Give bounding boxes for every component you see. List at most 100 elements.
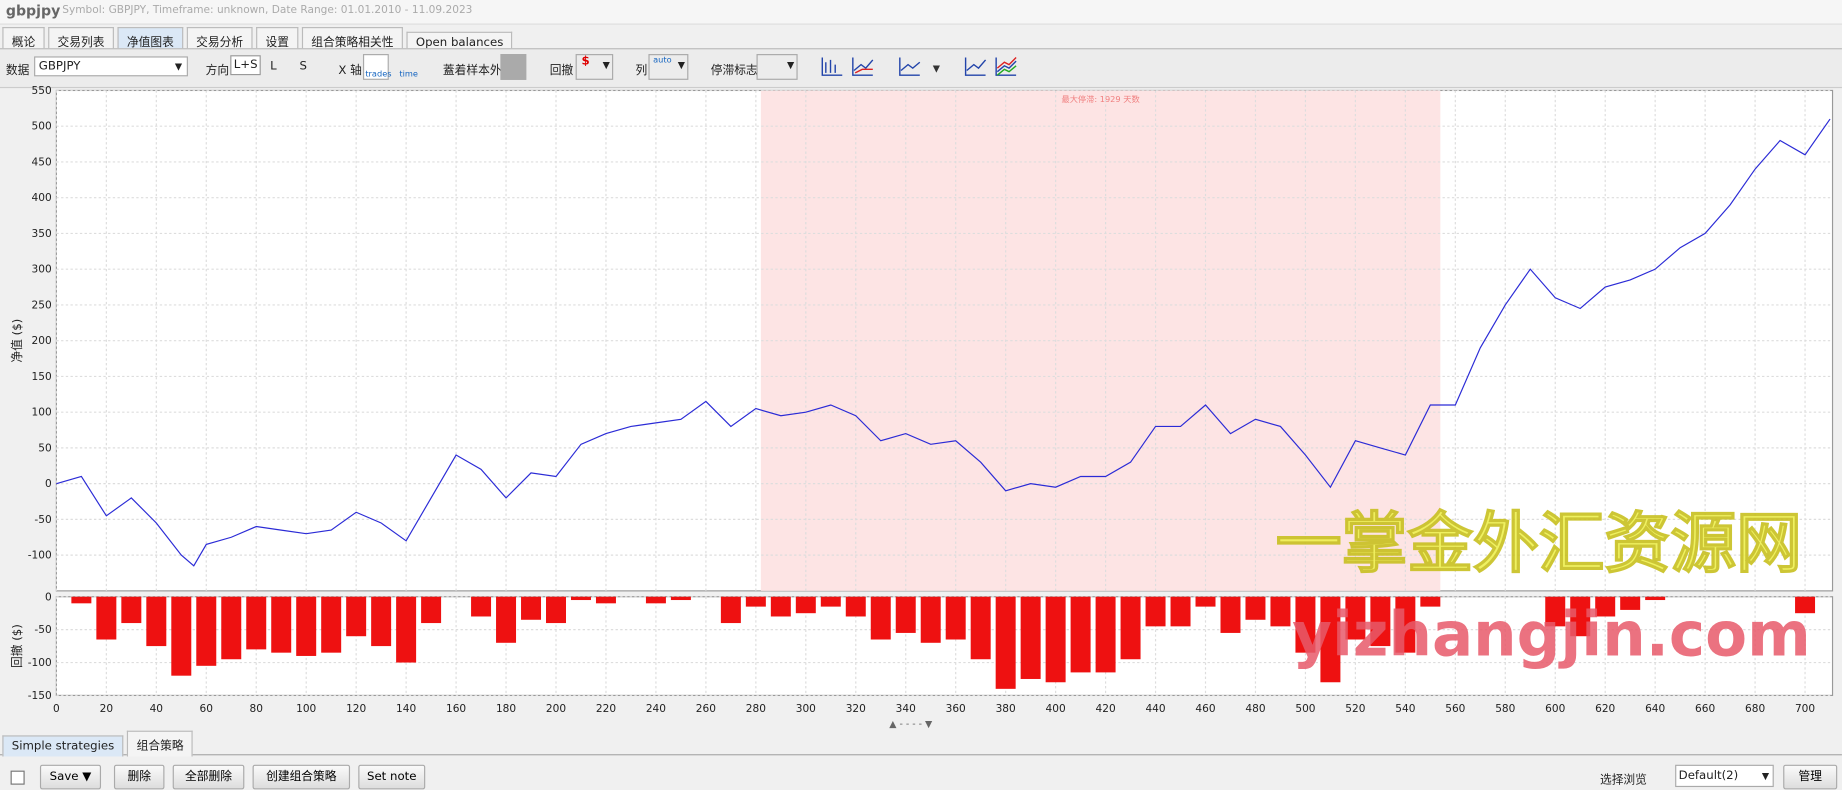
drawdown-bar (1345, 596, 1366, 640)
drawdown-bar (1095, 596, 1116, 673)
manage-button[interactable]: 管理 (1783, 764, 1838, 790)
direction-button[interactable]: L+S (230, 55, 262, 76)
x-tick-label: 80 (250, 703, 264, 715)
x-tick-label: 560 (1445, 703, 1465, 715)
x-tick-label: 680 (1745, 703, 1765, 715)
drawdown-bar (570, 596, 591, 601)
drawdown-bar (645, 596, 666, 604)
button[interactable]: 删除 (113, 764, 165, 790)
symbol: GBPJPY (38, 59, 81, 73)
drawdown-bar (1145, 596, 1166, 627)
y-tick-label: 100 (32, 407, 52, 419)
checkbox[interactable] (10, 770, 25, 785)
x-tick-label: 660 (1695, 703, 1715, 715)
drawdown-option[interactable]: $ ▼ (575, 54, 614, 80)
x-option[interactable]: trades (362, 54, 392, 80)
x-tick-label: 40 (150, 703, 164, 715)
drawdown-bar (221, 596, 242, 660)
drawdown-bar (1120, 596, 1141, 660)
label: 停滞标志 (710, 64, 758, 78)
x-tick-label: 460 (1195, 703, 1215, 715)
title-bar (0, 0, 1842, 25)
drawdown-bar (1195, 596, 1216, 607)
drawdown-bar (1320, 596, 1341, 683)
columns-option[interactable]: auto ▼ (648, 54, 689, 80)
splitter[interactable]: ▲ - - - - ▼ (889, 718, 933, 730)
x-tick-label: 260 (696, 703, 716, 715)
button[interactable]: 创建组合策略 (252, 764, 351, 790)
annotation: 最大停滞: 1929 天数 (1061, 94, 1139, 104)
equity-line (56, 118, 1831, 567)
x-tick-label: 120 (346, 703, 366, 715)
toolbar (0, 48, 1842, 89)
y-tick-label: -100 (28, 550, 52, 562)
checkbox[interactable] (500, 54, 527, 80)
direction-button[interactable]: L (270, 59, 277, 73)
drawdown-bar (196, 596, 217, 666)
x-tick-label: 160 (446, 703, 466, 715)
arrow: ▼ (602, 59, 610, 71)
x-tick-label: 700 (1795, 703, 1815, 715)
svg-text:▼: ▼ (933, 64, 941, 75)
x-tick-label: 360 (946, 703, 966, 715)
drawdown-bar (1295, 596, 1316, 653)
drawdown-bar (720, 596, 741, 624)
drawdown-bar (1420, 596, 1441, 607)
x-tick-label: 180 (496, 703, 516, 715)
bottom-tabs: Simple strategies 组合策略 (0, 730, 1842, 757)
x-tick-label: 440 (1145, 703, 1165, 715)
button[interactable]: 全部删除 (172, 764, 245, 790)
x-tick-label: 620 (1595, 703, 1615, 715)
button[interactable]: Set note (358, 764, 426, 790)
y-tick-label: 250 (32, 299, 52, 311)
tab[interactable]: 组合策略 (127, 730, 193, 757)
y-tick-label: -150 (28, 690, 52, 702)
label: 列 (635, 64, 648, 78)
watermark: 一掌金外汇资源网 (1276, 505, 1802, 582)
x-tick-label: 540 (1395, 703, 1415, 715)
option-text: auto (653, 55, 672, 65)
x-tick-label: 280 (746, 703, 766, 715)
drawdown-bar (1170, 596, 1191, 627)
stagnation-option[interactable]: ▼ (756, 54, 798, 80)
drawdown-bar (246, 596, 267, 650)
x-tick-label: 220 (596, 703, 616, 715)
y-axis-label: 净值 ($) (10, 319, 24, 363)
drawdown-bar (745, 596, 766, 607)
tab[interactable]: Simple strategies (2, 735, 124, 757)
x-tick-label: 320 (846, 703, 866, 715)
label: 方向 (205, 64, 230, 78)
browse-select[interactable]: Default(2) ▼ (1675, 764, 1774, 788)
drawdown-bar (895, 596, 916, 633)
drawdown-bar (1545, 596, 1566, 627)
y-tick-label: 550 (32, 85, 52, 97)
x-tick-label: 340 (896, 703, 916, 715)
browse-value: Default(2) (1678, 769, 1739, 783)
y-tick-label: 500 (32, 121, 52, 133)
x-tick-label: 400 (1046, 703, 1066, 715)
x-option[interactable]: time (395, 54, 421, 80)
x-tick-label: 420 (1096, 703, 1116, 715)
drawdown-bar (71, 596, 92, 604)
y-tick-label: 50 (38, 442, 52, 454)
y-tick-label: 400 (32, 192, 52, 204)
drawdown-bar (1395, 596, 1416, 653)
title: gbpjpy (5, 2, 61, 19)
drawdown-bar (870, 596, 891, 640)
drawdown-bar (945, 596, 966, 640)
x-tick-label: 100 (296, 703, 316, 715)
y-axis-label: 回撤 ($) (10, 624, 24, 668)
button-text: Save (49, 770, 79, 784)
toolbar-icons[interactable]: ▼ (816, 54, 1027, 80)
drawdown-bar (1020, 596, 1041, 679)
drawdown-bar (1220, 596, 1241, 633)
x-tick-label: 480 (1245, 703, 1265, 715)
option-text: time (399, 69, 418, 79)
direction-button[interactable]: S (299, 59, 308, 73)
symbol-select[interactable]: GBPJPY ▼ (34, 56, 188, 77)
drawdown-bar (321, 596, 342, 653)
tab[interactable]: Open balances (406, 31, 513, 53)
save-button[interactable]: Save ▼ (39, 764, 102, 790)
